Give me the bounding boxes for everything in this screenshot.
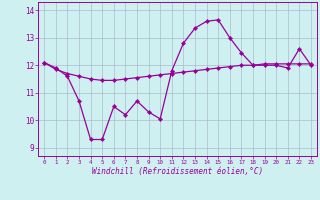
- X-axis label: Windchill (Refroidissement éolien,°C): Windchill (Refroidissement éolien,°C): [92, 167, 263, 176]
